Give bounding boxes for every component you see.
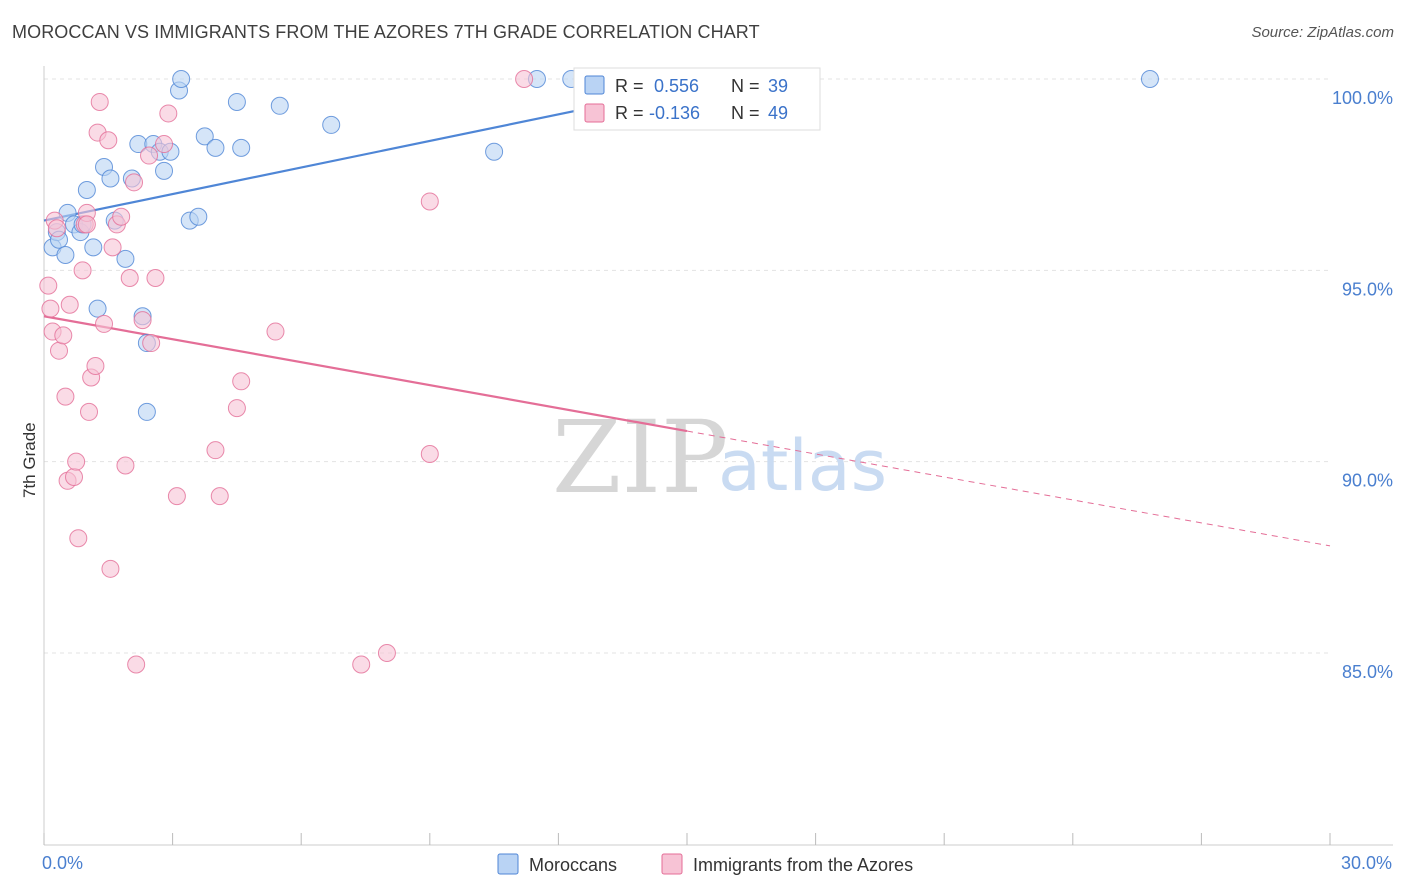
moroccans-point [232,138,251,157]
azores-point [77,215,96,234]
azores-point [420,192,439,211]
azores-point [60,295,79,314]
data-points [39,70,1159,674]
tick-labels: 100.0% 95.0% 90.0% 85.0% 0.0% 30.0% [42,88,1393,873]
azores-point [127,655,146,674]
y-axis-label: 7th Grade [20,422,39,498]
azores-point [125,173,144,192]
azores-point [47,219,66,238]
chart-title: MOROCCAN VS IMMIGRANTS FROM THE AZORES 7… [12,22,760,42]
azores-point [56,387,75,406]
azores-point [67,452,86,471]
azores-point [101,559,120,578]
moroccans-point [84,238,103,257]
azores-point [120,268,139,287]
x-tick-label: 0.0% [42,853,83,873]
stats-blue-r-label: R = [615,76,644,96]
azores-point [140,146,159,165]
legend-moroccans-swatch [497,853,519,875]
azores-point [159,104,178,123]
azores-point [54,326,73,345]
source-label: Source: ZipAtlas.com [1251,24,1394,41]
azores-point [80,402,99,421]
azores-point [232,372,251,391]
legend-azores-label: Immigrants from the Azores [693,855,913,875]
y-tick-label: 100.0% [1332,88,1393,108]
y-tick-label: 90.0% [1342,471,1393,491]
azores-point [39,276,58,295]
stats-pink-n-label: N = [731,103,760,123]
azores-point [50,341,69,360]
moroccans-point [56,246,75,265]
stats-pink-n-value: 49 [768,103,788,123]
azores-point [420,445,439,464]
azores-point [86,357,105,375]
legend-moroccans-label: Moroccans [529,855,617,875]
moroccans-point [88,299,107,318]
moroccans-point [172,70,191,88]
moroccans-point [322,115,341,134]
azores-point [167,487,186,506]
azores-point [146,268,165,287]
azores-point [112,207,131,226]
stats-blue-n-label: N = [731,76,760,96]
stats-pink-r-value: -0.136 [649,103,700,123]
y-tick-label: 95.0% [1342,279,1393,299]
watermark-atlas: atlas [718,425,887,507]
stats-blue-swatch [584,75,605,95]
moroccans-point [206,138,225,157]
x-tick-label: 30.0% [1341,853,1392,873]
azores-point [90,92,109,111]
azores-point [41,299,60,318]
azores-point [155,135,174,154]
azores-point [133,311,152,330]
stats-blue-r-value: 0.556 [654,76,699,96]
trend-line-extension [686,430,1331,547]
azores-point [69,529,88,548]
azores-point [206,441,225,460]
stats-blue-n-value: 39 [768,76,788,96]
moroccans-point [101,169,120,188]
azores-point [99,131,118,150]
azores-point [515,70,534,88]
moroccans-point [195,127,214,146]
moroccans-point [1140,70,1159,88]
azores-point [103,238,122,257]
moroccans-point [116,249,135,268]
moroccans-point [77,180,96,199]
azores-point [352,655,371,674]
azores-point [95,314,114,333]
gridlines [44,78,1330,654]
moroccans-point [137,402,156,421]
azores-point [73,261,92,280]
y-tick-label: 85.0% [1342,662,1393,682]
azores-point [210,487,229,506]
azores-point [142,334,161,353]
axes [43,66,1393,846]
stats-pink-r-label: R = [615,103,644,123]
azores-point [266,322,285,341]
stats-box: R = 0.556 N = 39 R = -0.136 N = 49 [573,67,821,131]
legend-azores-swatch [661,853,683,875]
moroccans-point [270,96,289,115]
moroccans-point [155,161,174,180]
moroccans-point [485,142,504,161]
moroccans-point [189,207,208,226]
azores-point [377,644,396,662]
legend: Moroccans Immigrants from the Azores [497,853,913,875]
moroccans-point [227,92,246,111]
azores-point [65,467,84,486]
stats-pink-swatch [584,103,605,123]
watermark-zip: ZIP [552,399,728,516]
azores-point [116,456,135,475]
azores-point [227,399,246,418]
